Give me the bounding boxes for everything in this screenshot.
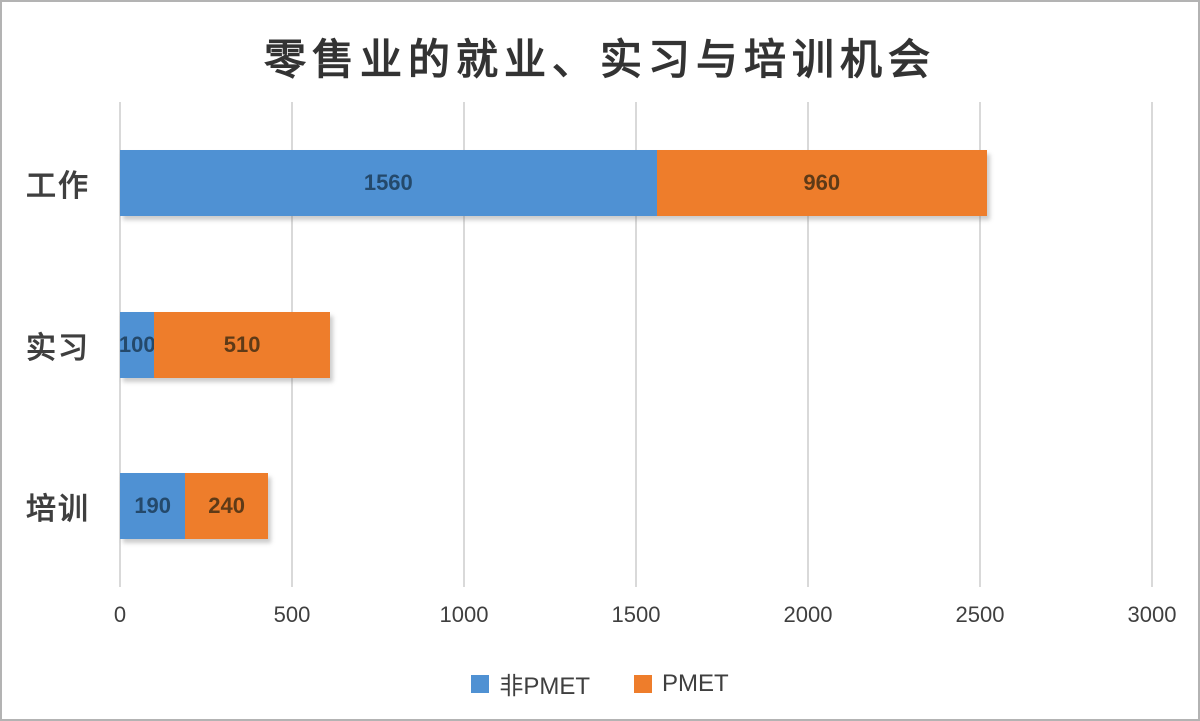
x-tick-500: 500: [273, 602, 311, 627]
y-axis-category-labels: 工作 实习 培训: [2, 102, 120, 587]
legend-label-非PMET: 非PMET: [499, 673, 590, 700]
bar-stack-培训: 190 240: [120, 473, 268, 540]
x-tick-2000: 2000: [783, 602, 833, 627]
bar-segment-PMET-工作: 960: [656, 149, 987, 216]
gridline-2000: [807, 102, 809, 587]
legend-swatch-icon: [471, 674, 490, 693]
bar-row-培训: 190 240: [120, 425, 1152, 587]
bar-segment-非PMET-实习: 100: [118, 311, 156, 378]
x-tick-1500: 1500: [611, 602, 661, 627]
data-label-非PMET-实习: 100: [118, 331, 156, 357]
bar-row-工作: 1560 960: [120, 102, 1152, 264]
gridline-1500: [635, 102, 637, 587]
x-tick-2500: 2500: [955, 602, 1005, 627]
legend-item-PMET: PMET: [634, 670, 729, 698]
legend: 非PMET PMET: [2, 666, 1198, 701]
gridline-1000: [463, 102, 465, 587]
x-axis: 0 500 1000 1500 2000 2500 3000: [114, 598, 1177, 628]
legend-item-非PMET: 非PMET: [471, 666, 590, 701]
data-label-非PMET-培训: 190: [134, 493, 172, 519]
bar-segment-非PMET-培训: 190: [120, 473, 186, 540]
bar-stack-工作: 1560 960: [120, 149, 987, 216]
category-label-实习: 实习: [26, 331, 90, 365]
data-label-PMET-工作: 960: [803, 169, 841, 195]
gridline-3000: [1151, 102, 1153, 587]
x-tick-0: 0: [113, 602, 127, 627]
bar-row-实习: 100 510: [118, 264, 1152, 426]
plot-area: 1560 960 100 510 190 240: [118, 102, 1153, 587]
data-label-PMET-培训: 240: [208, 493, 245, 519]
bar-segment-PMET-实习: 510: [154, 311, 330, 378]
gridline-2500: [979, 102, 981, 587]
category-label-培训: 培训: [26, 493, 90, 527]
bar-segment-非PMET-工作: 1560: [120, 149, 657, 216]
bar-segment-PMET-培训: 240: [185, 473, 268, 540]
data-label-非PMET-工作: 1560: [363, 169, 413, 195]
x-tick-3000: 3000: [1127, 602, 1177, 627]
chart-title: 零售业的就业、实习与培训机会: [263, 38, 936, 84]
bar-stack-实习: 100 510: [118, 311, 330, 378]
legend-label-PMET: PMET: [662, 669, 729, 697]
data-label-PMET-实习: 510: [223, 331, 261, 357]
x-tick-1000: 1000: [439, 602, 489, 627]
legend-swatch-icon: [634, 674, 652, 693]
bar-rows-container: 1560 960 100 510 190 240: [118, 102, 1152, 587]
category-label-工作: 工作: [26, 169, 90, 203]
